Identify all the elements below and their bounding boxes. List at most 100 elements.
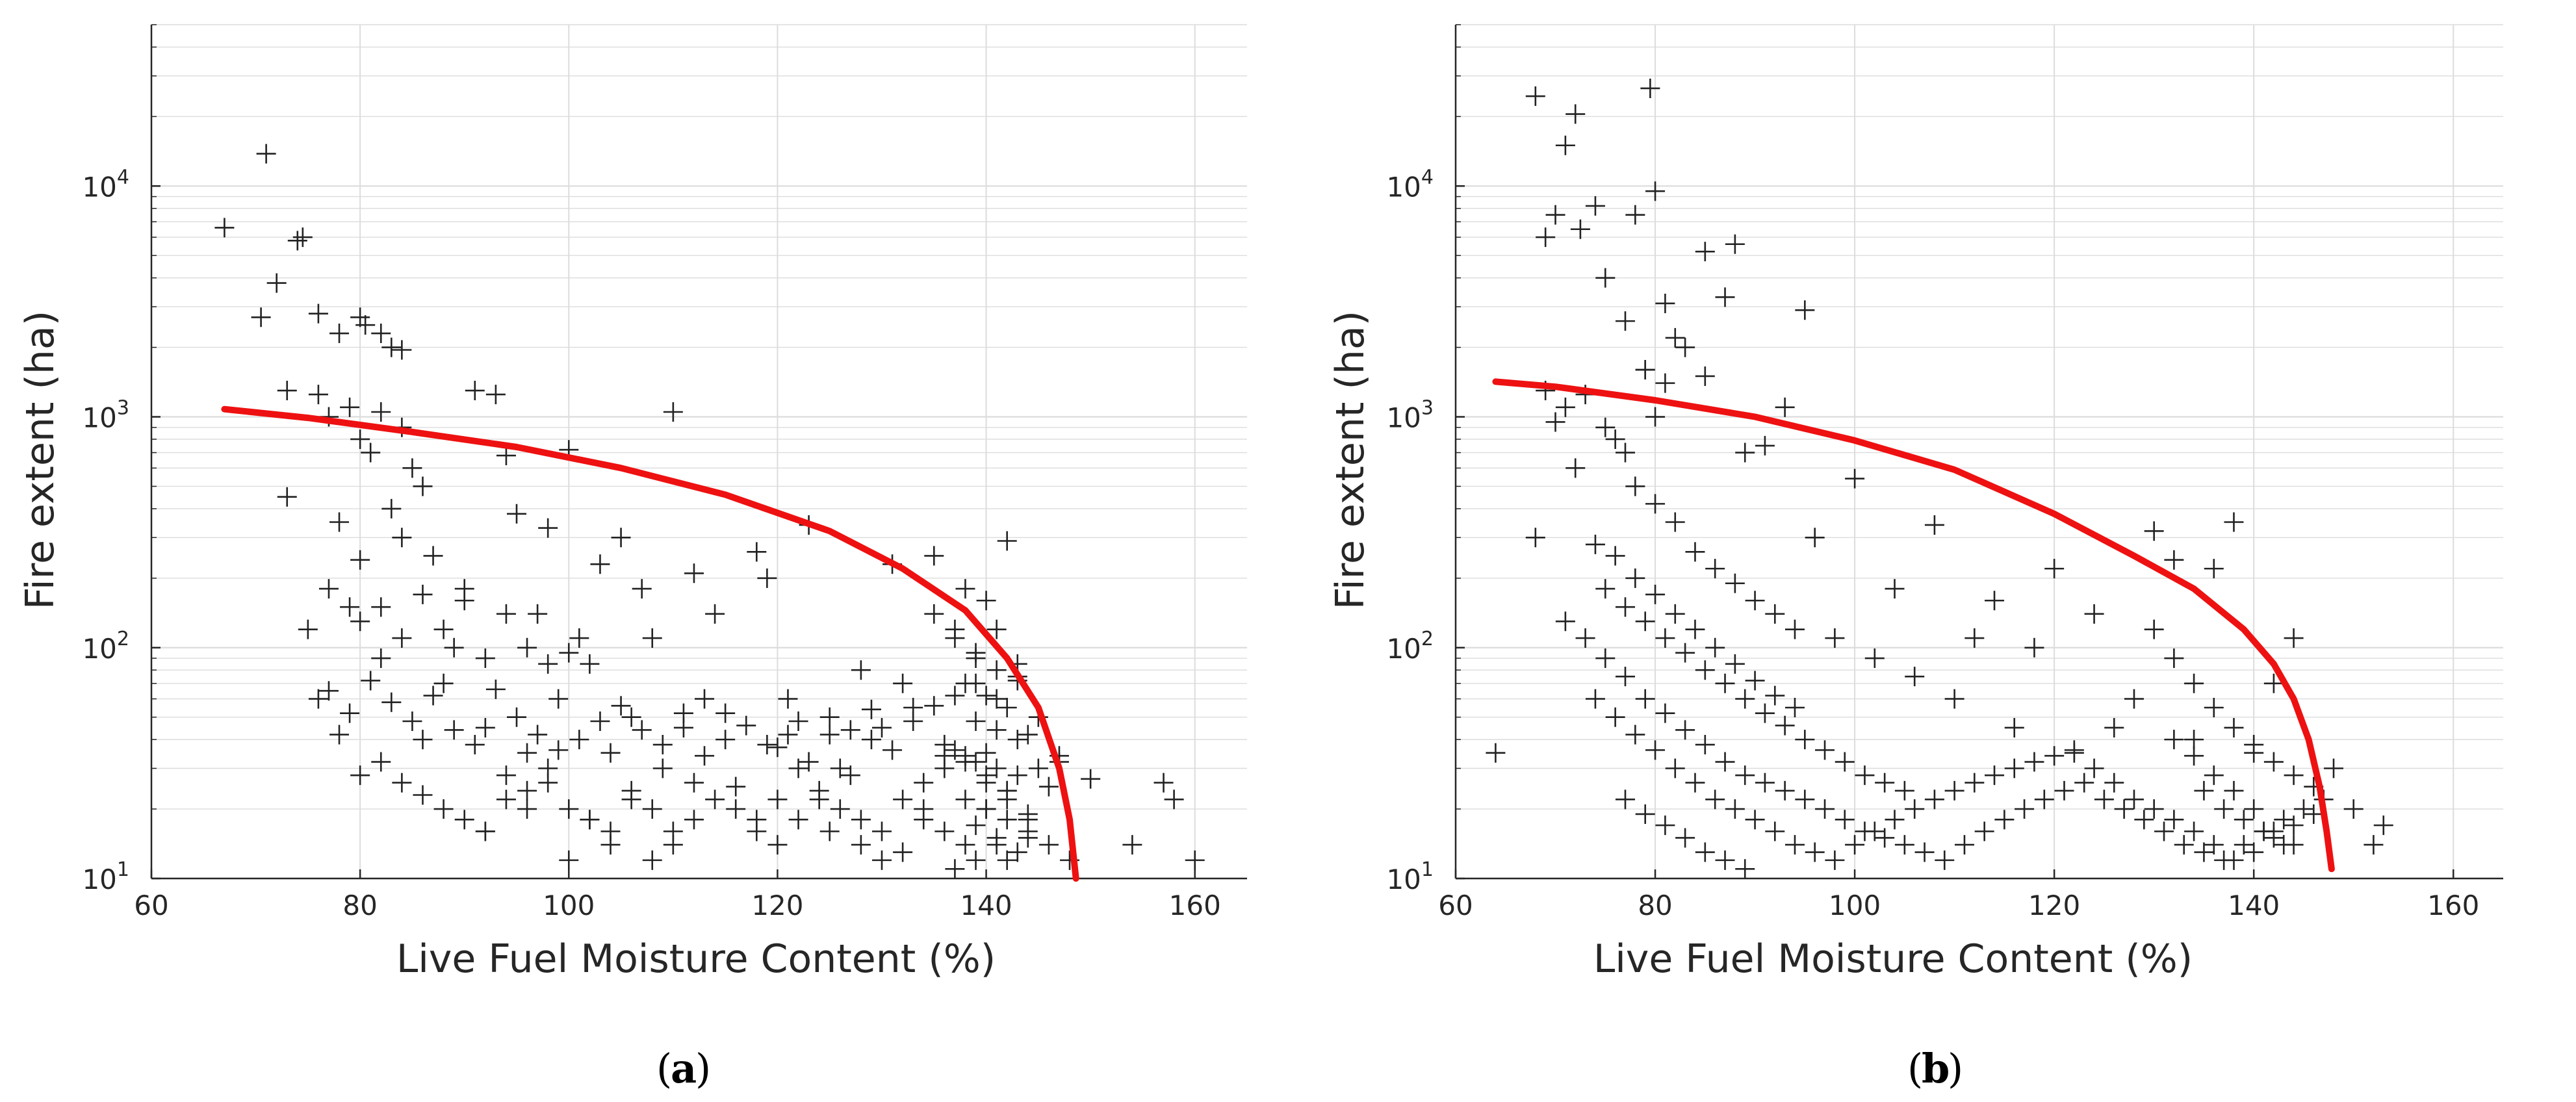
data-point (2224, 717, 2244, 737)
svg-text:): ) (1948, 1045, 1963, 1092)
data-point (997, 698, 1017, 717)
data-point (308, 303, 328, 324)
data-point (621, 707, 641, 727)
data-point (2284, 835, 2304, 855)
scatter-points-b (1486, 78, 2393, 879)
data-point (433, 619, 454, 639)
data-point (1815, 740, 1835, 760)
data-point (538, 758, 558, 778)
y-tick-label: 102 (82, 628, 129, 665)
data-point (590, 554, 610, 574)
data-point (2074, 773, 2094, 793)
data-point (1845, 835, 1865, 855)
data-point (840, 720, 860, 740)
data-point (1545, 205, 1565, 225)
data-point (214, 218, 235, 238)
data-point (2044, 559, 2065, 579)
data-point (767, 737, 788, 758)
data-point (2015, 799, 2035, 819)
data-point (2004, 758, 2024, 778)
data-point (277, 487, 297, 507)
data-point (757, 568, 777, 588)
data-point (799, 752, 819, 772)
data-point (684, 773, 704, 793)
panel-label-a: ( a ) (656, 1045, 711, 1092)
data-point (705, 789, 725, 810)
data-point (2204, 835, 2224, 855)
data-point (778, 689, 798, 709)
data-point (986, 758, 1007, 778)
data-point (642, 850, 662, 870)
data-point (1625, 724, 1645, 745)
data-point (851, 835, 871, 855)
data-point (318, 579, 339, 599)
data-point (1825, 628, 1845, 648)
data-point (569, 730, 589, 750)
data-point (1864, 648, 1885, 669)
data-point (1185, 850, 1205, 870)
data-point (1605, 429, 1625, 449)
data-point (2144, 799, 2164, 819)
data-point (2244, 842, 2264, 862)
data-point (1924, 515, 1944, 535)
data-point (2114, 799, 2134, 819)
data-point (1775, 780, 1795, 801)
data-point (1994, 810, 2015, 830)
data-point (600, 743, 621, 763)
data-point (1725, 799, 1745, 819)
data-point (1695, 660, 1715, 680)
data-point (433, 799, 454, 819)
data-point (381, 692, 402, 712)
data-point (1028, 758, 1048, 778)
data-point (747, 542, 767, 562)
data-point (1555, 611, 1575, 632)
data-point (1615, 667, 1635, 687)
data-point (945, 686, 965, 706)
data-point (413, 785, 433, 805)
data-point (538, 654, 558, 674)
data-point (1675, 720, 1695, 740)
data-point (1944, 780, 1964, 801)
data-point (1745, 671, 1765, 691)
data-point (1725, 573, 1745, 593)
data-point (1675, 828, 1695, 848)
data-point (2234, 810, 2254, 830)
data-point (1585, 196, 1605, 216)
data-point (914, 810, 934, 830)
data-point (1985, 765, 2005, 786)
data-point (1685, 773, 1705, 793)
data-point (361, 442, 381, 463)
data-point (1974, 821, 1994, 841)
data-point (340, 597, 360, 617)
data-point (851, 660, 871, 680)
data-point (340, 703, 360, 723)
data-point (569, 628, 589, 648)
data-point (1715, 673, 1735, 693)
data-point (1815, 799, 1835, 819)
data-point (329, 724, 350, 745)
data-point (1795, 730, 1815, 750)
data-point (611, 696, 631, 716)
data-point (1805, 528, 1825, 548)
data-point (1635, 611, 1655, 632)
data-point (548, 740, 569, 760)
data-point (1705, 637, 1725, 658)
panel-label-b-letter: b (1922, 1045, 1950, 1092)
x-tick-label: 80 (342, 890, 377, 921)
data-point (966, 752, 986, 772)
data-point (371, 752, 391, 772)
data-point (1525, 528, 1545, 548)
data-point (2293, 799, 2313, 819)
data-point (1855, 765, 1875, 786)
data-point (642, 628, 662, 648)
data-point (872, 821, 892, 841)
data-point (1765, 604, 1785, 624)
data-point (2204, 559, 2224, 579)
data-point (1695, 842, 1715, 862)
data-point (485, 679, 506, 699)
data-point (1595, 648, 1616, 669)
data-point (559, 799, 579, 819)
y-tick-label: 101 (1386, 858, 1434, 895)
data-point (976, 686, 996, 706)
fit-curve-b (1492, 378, 2335, 873)
